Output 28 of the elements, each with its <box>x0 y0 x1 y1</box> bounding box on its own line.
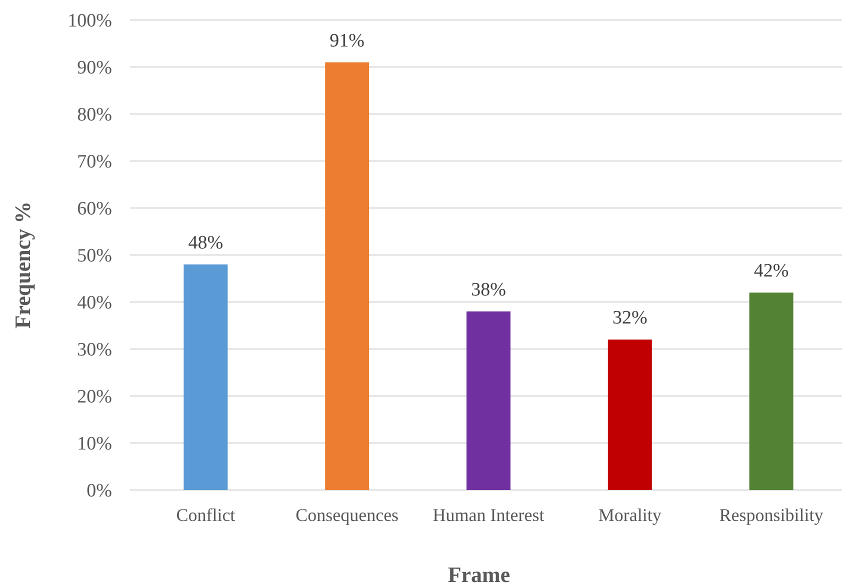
y-tick-label: 60% <box>77 198 112 220</box>
bar <box>184 264 228 490</box>
y-tick-label: 30% <box>77 340 112 361</box>
data-label: 48% <box>188 232 224 254</box>
y-axis-title: Frequency % <box>10 201 35 329</box>
bar <box>466 311 510 490</box>
data-label: 32% <box>612 308 648 329</box>
data-label: 42% <box>754 260 789 282</box>
y-tick-label: 10% <box>77 434 112 455</box>
bar <box>749 292 794 490</box>
y-tick-label: 80% <box>77 104 112 126</box>
x-tick-label: Morality <box>598 505 662 525</box>
x-tick-label: Conflict <box>176 505 236 525</box>
y-tick-label: 50% <box>77 246 112 267</box>
x-tick-label: Human Interest <box>432 505 544 525</box>
y-tick-label: 70% <box>77 152 112 173</box>
y-tick-label: 90% <box>77 58 112 79</box>
x-tick-label: Responsibility <box>719 505 824 525</box>
y-tick-label: 0% <box>86 480 112 502</box>
data-label: 91% <box>330 30 365 52</box>
y-tick-label: 40% <box>77 292 112 314</box>
x-axis-title: Frame <box>448 562 510 587</box>
y-tick-label: 100% <box>68 10 112 32</box>
data-label: 38% <box>471 279 506 300</box>
bar <box>325 62 370 490</box>
bar <box>608 340 652 490</box>
y-tick-label: 20% <box>77 386 112 408</box>
x-tick-label: Consequences <box>296 505 399 525</box>
